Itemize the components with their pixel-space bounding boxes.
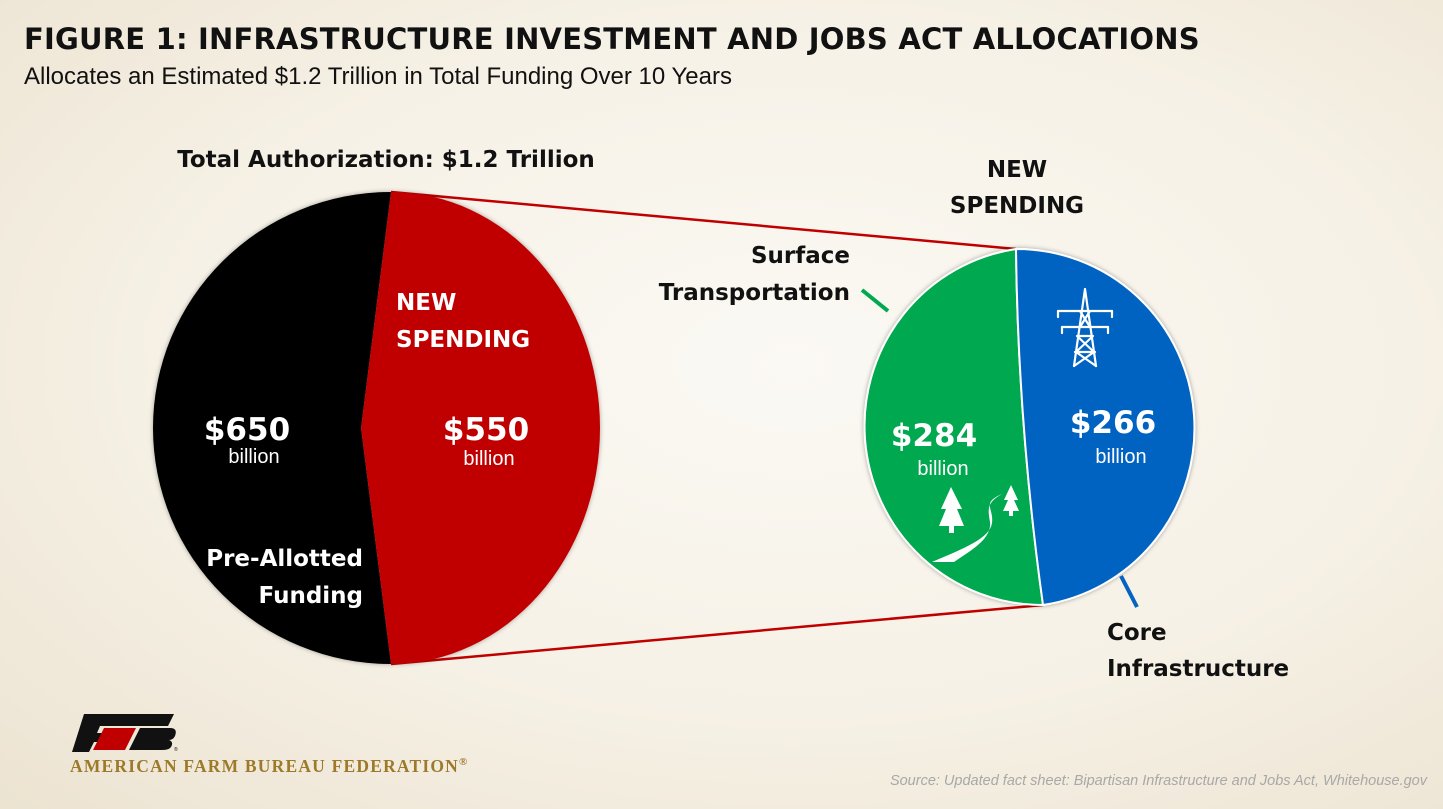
pre-allotted-name-line-2: Funding [259,583,364,609]
source-note: Source: Updated fact sheet: Bipartisan I… [889,773,1427,789]
road-trees-icon [932,485,1019,562]
pie-slice-core-infrastructure [1014,247,1196,607]
core-infrastructure-unit-label: billion [1095,446,1146,468]
right-pie-title-line-2: SPENDING [950,193,1084,219]
connector-line-top [390,190,1017,251]
page-subtitle: Allocates an Estimated $1.2 Trillion in … [24,63,732,90]
left-pie [153,192,600,664]
svg-text:®: ® [174,746,178,752]
pie-slice-pre-allotted [153,192,391,664]
power-tower-icon [1056,287,1114,368]
right-pie-title-line-1: NEW [987,157,1047,183]
core-infrastructure-name-line-1: Core [1107,620,1167,646]
registered-mark: ® [458,756,469,768]
surface-transportation-unit-label: billion [917,458,968,480]
connector-line-bottom [390,603,1044,666]
right-pie [863,247,1196,607]
afbf-name: AMERICAN FARM BUREAU FEDERATION [70,756,459,776]
page-title: FIGURE 1: INFRASTRUCTURE INVESTMENT AND … [24,22,1200,56]
pre-allotted-unit-label: billion [228,446,279,468]
surface-transportation-name-line-1: Surface [751,243,850,269]
afbf-logo-icon: ® [72,714,178,752]
left-pie-title: Total Authorization: $1.2 Trillion [177,147,595,173]
new-spending-name-line-1: NEW [396,290,456,316]
new-spending-value-label: $550 [443,412,529,448]
new-spending-unit-label: billion [463,448,514,470]
afbf-logo-text: AMERICAN FARM BUREAU FEDERATION® [70,756,468,777]
core-infrastructure-leader-line [1119,575,1139,608]
new-spending-name-line-2: SPENDING [396,327,530,353]
surface-transportation-name-line-2: Transportation [659,280,850,306]
surface-transportation-value-label: $284 [891,418,977,454]
pre-allotted-name-line-1: Pre-Allotted [206,546,363,572]
pre-allotted-value-label: $650 [204,412,290,448]
surface-transportation-leader-line [860,288,890,313]
pie-slice-new-spending [361,192,600,664]
core-infrastructure-name-line-2: Infrastructure [1107,656,1289,682]
core-infrastructure-value-label: $266 [1070,405,1156,441]
